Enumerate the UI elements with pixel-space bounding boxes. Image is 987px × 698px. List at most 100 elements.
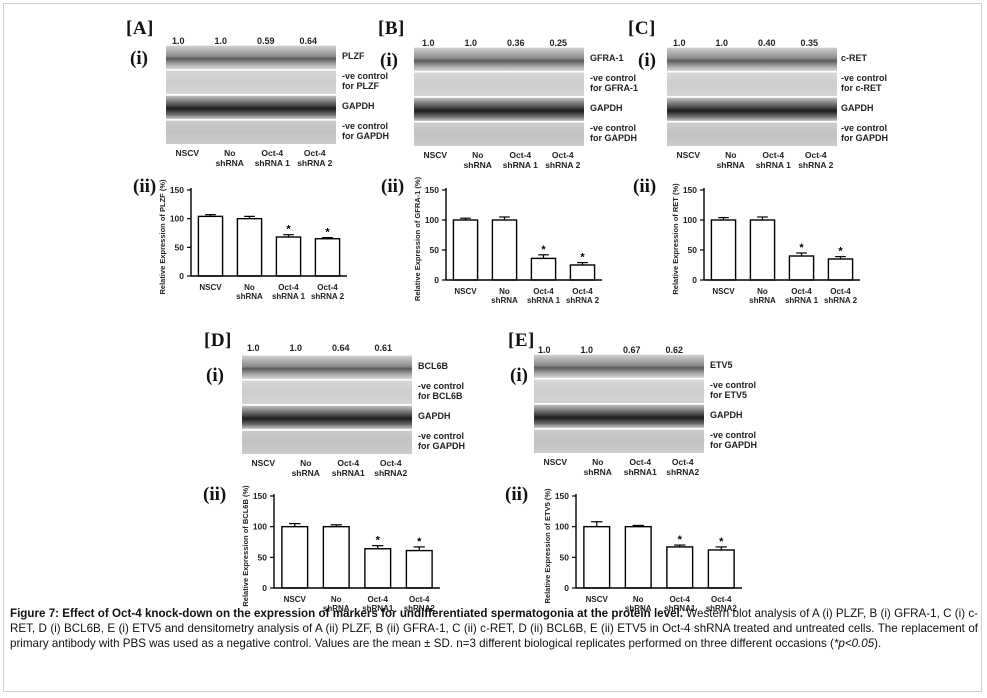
lane-label: Oct-4 shRNA1 — [331, 458, 365, 478]
blot-band — [534, 404, 704, 428]
significance-marker: * — [580, 252, 585, 264]
y-tick-label: 150 — [425, 185, 439, 195]
lane-label: NSCV — [423, 150, 448, 160]
band-label: -ve control for GAPDH — [418, 431, 465, 451]
y-tick-label: 50 — [560, 552, 570, 562]
lane-label: Oct-4 shRNA2 — [666, 457, 700, 477]
bar — [275, 236, 302, 277]
band-label: GAPDH — [710, 410, 743, 420]
category-label: Oct-4 shRNA2 — [404, 595, 436, 613]
category-label: Oct-4 shRNA 2 — [311, 283, 345, 301]
y-tick-label: 0 — [692, 275, 697, 285]
band-ratio: 1.0 — [580, 345, 594, 355]
panel-letter-c: [C] — [628, 18, 656, 39]
y-tick-label: 50 — [688, 245, 698, 255]
band-label: BCL6B — [418, 361, 449, 371]
blot-band — [414, 47, 584, 71]
category-label: Oct-4 shRNA 2 — [824, 287, 858, 305]
y-tick-label: 50 — [430, 245, 440, 255]
significance-marker: * — [286, 224, 291, 236]
caption-p-value: *p<0.05 — [833, 637, 875, 650]
category-label: Oct-4 shRNA 1 — [527, 287, 561, 305]
bar — [666, 546, 694, 589]
band-ratio: 1.0 — [715, 38, 729, 48]
band-ratio: 0.64 — [332, 343, 350, 353]
lane-label: Oct-4 shRNA 2 — [545, 150, 581, 170]
band-label: -ve control for PLZF — [342, 71, 389, 91]
category-label: NSCV — [284, 595, 307, 604]
category-label: NSCV — [454, 287, 477, 296]
band-ratio: 0.35 — [800, 38, 819, 48]
y-tick-label: 100 — [555, 522, 569, 532]
y-tick-label: 100 — [683, 215, 697, 225]
panel-letter-b: [B] — [378, 18, 405, 39]
blot-band — [667, 47, 837, 71]
y-tick-label: 0 — [564, 583, 569, 593]
y-tick-label: 150 — [683, 185, 697, 195]
blot-band — [667, 97, 837, 121]
band-label: ETV5 — [710, 360, 733, 370]
band-ratio: 1.0 — [247, 343, 260, 353]
blot-band — [166, 45, 336, 69]
category-label: Oct-4 shRNA 1 — [785, 287, 819, 305]
chart-label-c: (ii) — [633, 176, 657, 197]
bar — [569, 264, 596, 281]
bar — [452, 219, 479, 281]
band-label: GAPDH — [418, 411, 451, 421]
category-label: Oct-4 shRNA1 — [362, 595, 394, 613]
lane-label: NSCV — [175, 148, 200, 158]
lane-label: Oct-4 shRNA 1 — [755, 150, 791, 170]
chart-label-b: (ii) — [381, 176, 405, 197]
y-tick-label: 100 — [170, 214, 184, 224]
blot-band — [242, 380, 412, 404]
chart-label-a: (ii) — [133, 176, 157, 197]
lane-label: Oct-4 shRNA 1 — [502, 150, 538, 170]
lane-label: Oct-4 shRNA 2 — [297, 148, 333, 168]
category-label: Oct-4 shRNA 2 — [566, 287, 600, 305]
bar — [364, 548, 392, 589]
band-label: GAPDH — [342, 101, 375, 111]
blot-label-a: (i) — [130, 48, 148, 69]
category-label: No shRNA — [491, 287, 518, 305]
category-label: Oct-4 shRNA1 — [664, 595, 696, 613]
blot-label-b: (i) — [380, 50, 398, 71]
band-label: GAPDH — [841, 103, 874, 113]
y-axis-label: Relative Expression of GFRA-1 (%) — [413, 176, 422, 301]
lane-label: Oct-4 shRNA 1 — [254, 148, 290, 168]
band-label: GAPDH — [590, 103, 623, 113]
bar — [405, 549, 433, 589]
blot-label-c: (i) — [638, 50, 656, 71]
significance-marker: * — [325, 227, 330, 239]
lane-label: Oct-4 shRNA1 — [623, 457, 657, 477]
bar — [788, 255, 815, 281]
bar — [530, 257, 557, 281]
lane-label: No shRNA — [291, 458, 320, 478]
figure-caption: Figure 7: Effect of Oct-4 knock-down on … — [10, 606, 978, 651]
band-label: -ve control for ETV5 — [710, 380, 757, 400]
bar — [710, 219, 737, 281]
significance-marker: * — [719, 536, 724, 548]
lane-label: No shRNA — [215, 148, 244, 168]
lane-label: NSCV — [543, 457, 568, 467]
lane-label: No shRNA — [463, 150, 492, 170]
panel-letter-e: [E] — [508, 330, 535, 351]
band-ratio: 0.62 — [665, 345, 684, 355]
category-label: Oct-4 shRNA2 — [706, 595, 738, 613]
lane-label: Oct-4 shRNA 2 — [798, 150, 834, 170]
blot-band — [534, 354, 704, 378]
bar — [583, 525, 611, 589]
caption-body: Western blot analysis of A (i) PLZF, B (… — [10, 607, 978, 650]
lane-label: No shRNA — [716, 150, 745, 170]
band-ratio: 1.0 — [464, 38, 478, 48]
caption-end: ). — [874, 637, 882, 650]
y-tick-label: 0 — [179, 271, 184, 281]
band-ratio: 0.40 — [758, 38, 776, 48]
blot-band — [534, 379, 704, 403]
blot-band — [414, 122, 584, 146]
lane-label: No shRNA — [583, 457, 612, 477]
y-axis-label: Relative Expression of RET (%) — [671, 183, 680, 295]
band-ratio: 1.0 — [673, 38, 686, 48]
y-axis-label: Relative Expression of PLZF (%) — [158, 179, 167, 295]
